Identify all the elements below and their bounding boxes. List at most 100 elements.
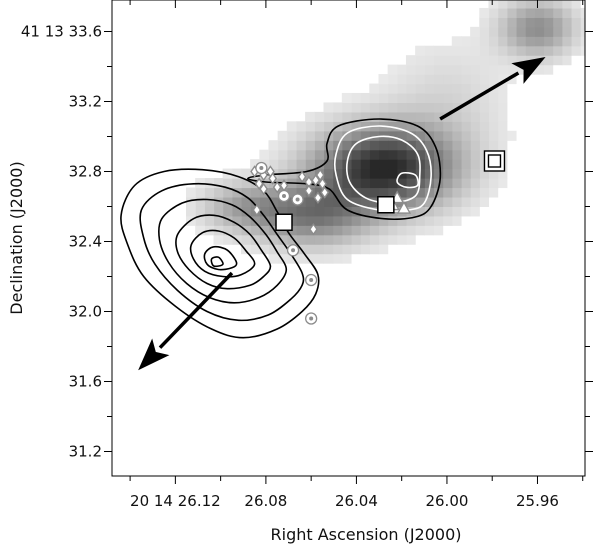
image-pixel bbox=[305, 168, 315, 179]
contour-level bbox=[157, 198, 288, 304]
image-pixel bbox=[506, 45, 517, 56]
image-pixel bbox=[479, 196, 490, 207]
image-pixel bbox=[415, 102, 425, 113]
image-pixel bbox=[497, 83, 508, 94]
image-pixel bbox=[460, 159, 471, 170]
image-pixel bbox=[369, 187, 380, 198]
image-pixel bbox=[323, 178, 334, 189]
y-axis-title: Declination (J2000) bbox=[7, 161, 26, 314]
image-pixel bbox=[497, 111, 508, 122]
arrow-shaft bbox=[158, 271, 234, 349]
image-pixel bbox=[460, 178, 471, 189]
image-pixel bbox=[405, 111, 416, 122]
image-pixel bbox=[360, 215, 370, 226]
image-pixel bbox=[195, 215, 205, 226]
image-pixel bbox=[341, 187, 352, 198]
image-pixel bbox=[332, 253, 343, 264]
image-pixel bbox=[240, 178, 251, 189]
image-pixel bbox=[277, 159, 288, 170]
image-pixel bbox=[360, 111, 370, 122]
image-pixel bbox=[460, 83, 471, 94]
image-pixel bbox=[488, 74, 499, 85]
image-pixel bbox=[479, 187, 490, 198]
image-pixel bbox=[396, 159, 407, 170]
y-tick-label: 31.2 bbox=[69, 443, 102, 461]
image-pixel bbox=[405, 83, 416, 94]
image-pixel bbox=[479, 102, 490, 113]
image-pixel bbox=[185, 206, 196, 217]
image-pixel bbox=[250, 196, 260, 207]
diamond-marker bbox=[297, 170, 307, 183]
image-pixel bbox=[350, 102, 361, 113]
y-tick-label: 41 13 33.6 bbox=[21, 23, 102, 41]
image-pixel bbox=[323, 121, 334, 132]
image-pixel bbox=[561, 55, 572, 66]
image-pixel bbox=[470, 187, 480, 198]
image-pixel bbox=[250, 225, 260, 236]
image-pixel bbox=[470, 159, 480, 170]
image-pixel bbox=[277, 149, 288, 160]
image-pixel bbox=[561, 17, 572, 28]
image-pixel bbox=[259, 215, 270, 226]
image-pixel bbox=[497, 0, 508, 9]
image-pixel bbox=[231, 206, 242, 217]
image-pixel bbox=[305, 149, 315, 160]
image-pixel bbox=[231, 225, 242, 236]
image-pixel bbox=[543, 26, 554, 37]
image-pixel bbox=[442, 140, 453, 151]
image-pixel bbox=[424, 92, 435, 104]
image-pixel bbox=[332, 206, 343, 217]
image-pixel bbox=[195, 187, 205, 198]
image-pixel bbox=[295, 130, 306, 141]
x-axis-title: Right Ascension (J2000) bbox=[271, 525, 462, 544]
image-pixel bbox=[451, 168, 462, 179]
image-pixel bbox=[479, 45, 490, 56]
image-pixel bbox=[424, 178, 435, 189]
image-pixel bbox=[405, 102, 416, 113]
x-tick-label: 25.96 bbox=[516, 492, 559, 510]
image-pixel bbox=[433, 64, 444, 75]
image-pixel bbox=[479, 64, 490, 75]
image-pixel bbox=[305, 215, 315, 226]
image-pixel bbox=[231, 196, 242, 207]
image-pixel bbox=[396, 130, 407, 141]
image-pixel bbox=[488, 26, 499, 37]
image-pixel bbox=[295, 149, 306, 160]
image-pixel bbox=[314, 244, 325, 255]
x-tick-label: 26.00 bbox=[425, 492, 468, 510]
image-pixel bbox=[552, 45, 563, 56]
image-pixel bbox=[552, 26, 563, 37]
image-pixel bbox=[360, 234, 370, 245]
image-pixel bbox=[286, 140, 297, 151]
image-pixel bbox=[396, 64, 407, 75]
image-pixel bbox=[580, 7, 585, 18]
image-pixel bbox=[451, 206, 462, 217]
image-pixel bbox=[415, 64, 425, 75]
circle-marker-dot bbox=[309, 316, 314, 321]
image-pixel bbox=[360, 121, 370, 132]
image-pixel bbox=[479, 55, 490, 66]
image-pixel bbox=[433, 121, 444, 132]
image-pixel bbox=[451, 159, 462, 170]
image-pixel bbox=[350, 215, 361, 226]
image-pixel bbox=[314, 187, 325, 198]
image-pixel bbox=[488, 17, 499, 28]
diamond-marker bbox=[268, 172, 278, 185]
image-pixel bbox=[525, 0, 535, 9]
image-pixel bbox=[460, 102, 471, 113]
image-pixel bbox=[515, 26, 526, 37]
contour-level bbox=[203, 245, 238, 271]
image-pixel bbox=[396, 140, 407, 151]
image-pixel bbox=[570, 7, 581, 18]
image-pixel bbox=[451, 36, 462, 47]
image-pixel bbox=[433, 215, 444, 226]
image-pixel bbox=[332, 215, 343, 226]
diamond-marker bbox=[318, 177, 327, 190]
image-pixel bbox=[442, 74, 453, 85]
image-pixel bbox=[387, 225, 398, 236]
image-pixel bbox=[350, 130, 361, 141]
image-pixel bbox=[405, 64, 416, 75]
image-pixel bbox=[350, 206, 361, 217]
image-pixel bbox=[268, 215, 279, 226]
image-pixel bbox=[277, 130, 288, 141]
